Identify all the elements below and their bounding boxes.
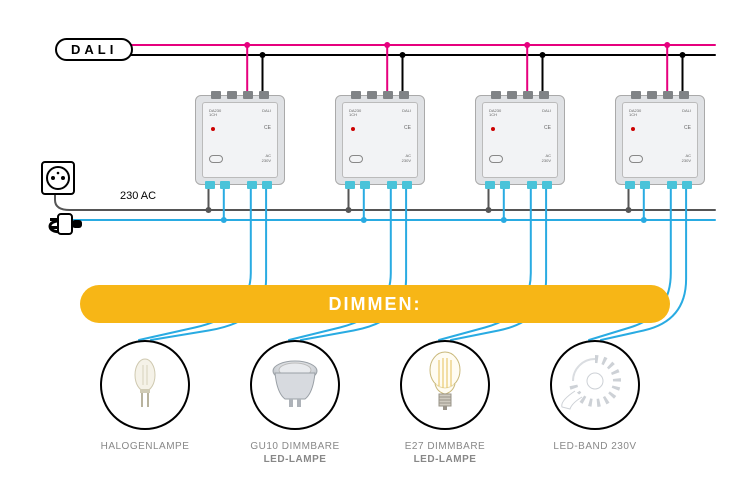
dimmen-bar: DIMMEN: xyxy=(80,285,670,323)
dali-badge: DALI xyxy=(55,38,133,61)
lamp-circle xyxy=(550,340,640,430)
lamp-label-line1: LED-BAND 230V xyxy=(553,441,636,452)
lamp-label: LED-BAND 230V xyxy=(530,440,660,453)
wall-socket xyxy=(40,160,100,255)
lamp-icon xyxy=(560,353,630,418)
lamp-icon xyxy=(267,353,323,418)
lamp-label-line1: E27 DIMMBARE xyxy=(405,441,485,452)
lamp-label-line2: LED-LAMPE xyxy=(230,453,360,466)
dali-label: DALI xyxy=(71,42,117,57)
dali-dimmer-module: DA2301CH DALI CE AC230V xyxy=(475,95,565,185)
socket-icon xyxy=(40,160,100,250)
lamp-label: GU10 DIMMBARELED-LAMPE xyxy=(230,440,360,466)
lamp-icon xyxy=(423,350,467,421)
lamp-icon xyxy=(120,353,170,418)
lamp-label-line2: LED-LAMPE xyxy=(380,453,510,466)
dali-dimmer-module: DA2301CH DALI CE AC230V xyxy=(335,95,425,185)
lamp-label: HALOGENLAMPE xyxy=(80,440,210,453)
dali-dimmer-module: DA2301CH DALI CE AC230V xyxy=(615,95,705,185)
lamp-circle xyxy=(100,340,190,430)
lamp-label: E27 DIMMBARELED-LAMPE xyxy=(380,440,510,466)
lamp-label-line1: GU10 DIMMBARE xyxy=(250,441,339,452)
ac-voltage-label: 230 AC xyxy=(120,190,156,202)
dimmen-label: DIMMEN: xyxy=(329,294,422,314)
dali-dimmer-module: DA2301CH DALI CE AC230V xyxy=(195,95,285,185)
lamp-circle xyxy=(400,340,490,430)
lamp-label-line1: HALOGENLAMPE xyxy=(101,441,190,452)
lamp-circle xyxy=(250,340,340,430)
